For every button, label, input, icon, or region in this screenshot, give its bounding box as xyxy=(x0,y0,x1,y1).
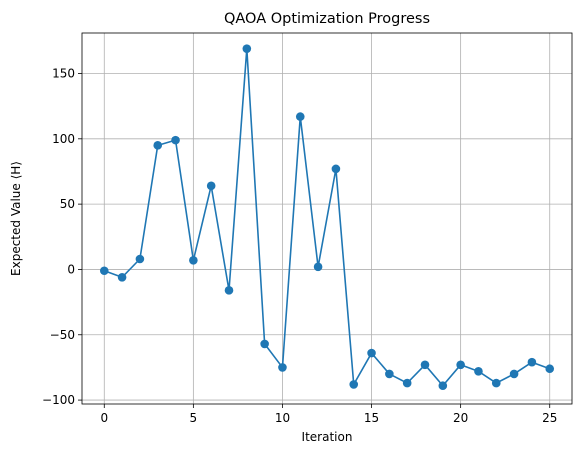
x-axis: 0 5 10 15 20 25 xyxy=(100,404,557,425)
x-tick-label: 0 xyxy=(100,411,108,425)
y-axis-label: Expected Value ⟨H⟩ xyxy=(9,161,23,276)
series-layer xyxy=(99,44,555,391)
y-tick-label: 100 xyxy=(52,132,75,146)
data-point xyxy=(474,367,483,376)
data-point xyxy=(117,272,127,282)
y-axis: −100 −50 0 50 100 150 xyxy=(42,66,82,407)
grid xyxy=(82,33,572,404)
data-point xyxy=(402,378,412,388)
data-point xyxy=(99,266,109,276)
data-point xyxy=(135,254,145,264)
data-point xyxy=(545,364,555,374)
data-point xyxy=(420,360,430,370)
data-point xyxy=(295,112,305,121)
data-point xyxy=(385,369,394,379)
data-point xyxy=(260,339,269,349)
x-tick-label: 25 xyxy=(542,411,557,425)
data-point xyxy=(491,378,501,388)
data-point xyxy=(278,363,287,372)
y-tick-label: −100 xyxy=(42,393,75,407)
data-point xyxy=(456,360,465,370)
data-point xyxy=(242,44,252,53)
data-point xyxy=(171,135,180,145)
y-tick-label: 150 xyxy=(52,66,75,80)
y-tick-label: −50 xyxy=(50,328,75,342)
data-point xyxy=(224,286,234,295)
data-point xyxy=(153,141,163,150)
data-point xyxy=(349,380,359,389)
data-point xyxy=(367,348,376,358)
x-tick-label: 15 xyxy=(364,411,379,425)
x-axis-label: Iteration xyxy=(302,430,353,444)
data-point xyxy=(331,164,341,174)
data-point xyxy=(313,262,323,272)
x-tick-label: 5 xyxy=(190,411,198,425)
plot-frame xyxy=(81,32,573,405)
y-tick-label: 50 xyxy=(60,197,75,211)
y-tick-label: 0 xyxy=(67,262,75,276)
data-point xyxy=(206,181,216,191)
data-point xyxy=(527,357,537,367)
chart-title: QAOA Optimization Progress xyxy=(224,11,430,27)
data-point xyxy=(509,369,519,379)
x-tick-label: 10 xyxy=(275,411,290,425)
data-point xyxy=(438,381,448,391)
data-point xyxy=(189,256,198,265)
x-tick-label: 20 xyxy=(453,411,468,425)
